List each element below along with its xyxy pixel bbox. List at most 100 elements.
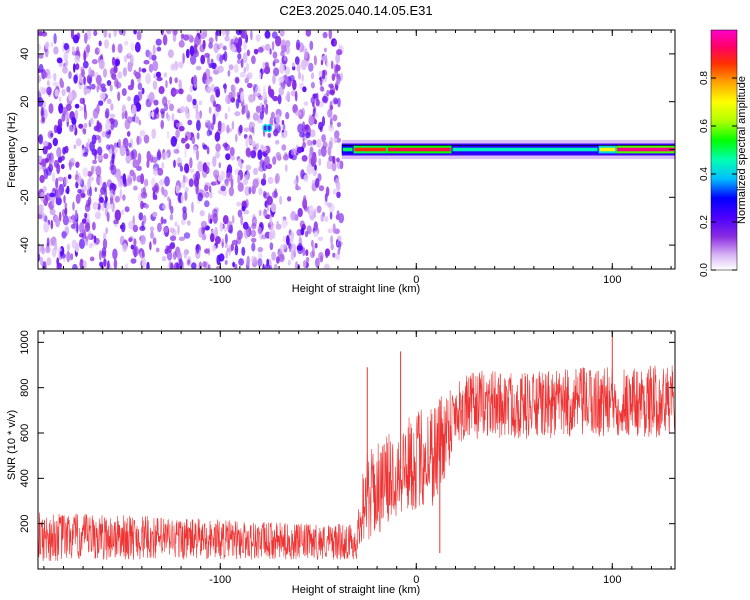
noise-speckle bbox=[144, 178, 149, 187]
noise-speckle bbox=[185, 143, 190, 150]
noise-speckle bbox=[83, 122, 88, 129]
noise-speckle bbox=[238, 124, 243, 134]
noise-speckle bbox=[280, 50, 285, 57]
noise-speckle bbox=[160, 108, 166, 115]
noise-speckle bbox=[189, 157, 193, 169]
noise-speckle bbox=[146, 150, 151, 162]
noise-speckle bbox=[83, 50, 87, 62]
noise-speckle bbox=[301, 107, 306, 117]
snr-x-tick-label: -100 bbox=[209, 574, 231, 586]
noise-speckle bbox=[98, 100, 104, 106]
noise-speckle bbox=[162, 96, 168, 107]
noise-speckle bbox=[181, 137, 186, 144]
noise-speckle bbox=[136, 30, 142, 41]
noise-speckle bbox=[332, 188, 338, 195]
noise-speckle bbox=[124, 110, 128, 120]
noise-speckle bbox=[264, 263, 271, 269]
noise-speckle bbox=[121, 209, 124, 216]
noise-speckle bbox=[305, 249, 309, 257]
noise-speckle bbox=[176, 122, 180, 128]
noise-speckle bbox=[240, 91, 245, 102]
noise-speckle bbox=[61, 231, 67, 239]
noise-speckle bbox=[295, 186, 301, 191]
noise-speckle bbox=[322, 141, 328, 149]
noise-speckle bbox=[148, 91, 155, 104]
noise-speckle bbox=[200, 30, 208, 39]
noise-speckle bbox=[213, 169, 220, 179]
noise-speckle bbox=[256, 142, 259, 150]
noise-speckle bbox=[155, 38, 162, 46]
noise-speckle bbox=[132, 245, 139, 257]
noise-speckle bbox=[106, 98, 112, 105]
noise-speckle bbox=[106, 80, 112, 86]
noise-speckle bbox=[154, 194, 158, 201]
noise-speckle bbox=[152, 60, 159, 72]
noise-speckle bbox=[151, 156, 158, 164]
noise-speckle bbox=[170, 136, 177, 147]
noise-speckle bbox=[225, 30, 230, 37]
noise-speckle bbox=[167, 49, 174, 59]
noise-speckle bbox=[205, 78, 212, 86]
noise-speckle bbox=[117, 71, 123, 79]
noise-speckle bbox=[92, 159, 97, 165]
noise-speckle bbox=[246, 49, 250, 57]
noise-speckle bbox=[38, 43, 42, 52]
noise-speckle bbox=[102, 68, 108, 78]
noise-speckle bbox=[321, 70, 326, 80]
noise-speckle bbox=[157, 167, 164, 176]
noise-speckle bbox=[81, 148, 86, 154]
noise-speckle bbox=[273, 67, 280, 77]
noise-speckle bbox=[88, 66, 92, 78]
noise-speckle bbox=[75, 193, 81, 204]
snr-y-tick-label: 800 bbox=[19, 378, 31, 396]
noise-speckle bbox=[117, 43, 123, 54]
spectrogram-x-axis-label: Height of straight line (km) bbox=[292, 283, 420, 295]
noise-speckle bbox=[77, 188, 82, 194]
noise-speckle bbox=[244, 104, 249, 114]
noise-speckle bbox=[336, 122, 342, 128]
noise-speckle bbox=[312, 154, 317, 165]
noise-speckle bbox=[192, 98, 197, 106]
noise-speckle bbox=[103, 258, 107, 267]
noise-speckle bbox=[305, 256, 310, 263]
noise-speckle bbox=[89, 117, 94, 125]
noise-speckle bbox=[125, 153, 132, 164]
noise-speckle bbox=[337, 248, 341, 255]
noise-speckle bbox=[275, 173, 280, 184]
noise-speckle bbox=[174, 77, 178, 84]
noise-speckle bbox=[241, 30, 248, 39]
noise-speckle bbox=[184, 190, 188, 201]
noise-speckle bbox=[310, 96, 316, 104]
colorbar: 0.0 0.2 0.4 0.6 0.8 Normalized spectral ampl… bbox=[699, 29, 748, 277]
noise-speckle bbox=[91, 59, 98, 65]
noise-speckle bbox=[328, 124, 335, 132]
noise-speckle bbox=[52, 199, 55, 207]
noise-speckle bbox=[214, 236, 221, 245]
noise-speckle bbox=[210, 181, 217, 186]
noise-speckle bbox=[166, 130, 170, 139]
noise-speckle bbox=[53, 33, 57, 45]
noise-speckle bbox=[187, 119, 193, 126]
noise-speckle bbox=[206, 146, 210, 155]
noise-speckle bbox=[304, 205, 308, 212]
noise-speckle bbox=[285, 40, 291, 48]
noise-speckle bbox=[308, 204, 314, 216]
noise-speckle bbox=[260, 144, 265, 152]
noise-speckle bbox=[259, 72, 262, 80]
noise-speckle bbox=[212, 155, 217, 168]
noise-speckle bbox=[66, 86, 71, 93]
noise-speckle bbox=[227, 69, 231, 77]
noise-speckle bbox=[206, 85, 212, 94]
noise-speckle bbox=[204, 248, 210, 254]
noise-speckle bbox=[237, 158, 242, 168]
noise-speckle bbox=[271, 251, 276, 261]
noise-speckle bbox=[243, 228, 249, 239]
noise-speckle bbox=[101, 202, 105, 212]
noise-speckle bbox=[55, 247, 62, 253]
noise-speckle bbox=[224, 260, 228, 265]
noise-speckle bbox=[210, 122, 214, 131]
noise-speckle bbox=[182, 174, 186, 183]
noise-speckle bbox=[174, 221, 178, 227]
noise-speckle bbox=[62, 215, 69, 226]
noise-speckle bbox=[262, 263, 265, 269]
